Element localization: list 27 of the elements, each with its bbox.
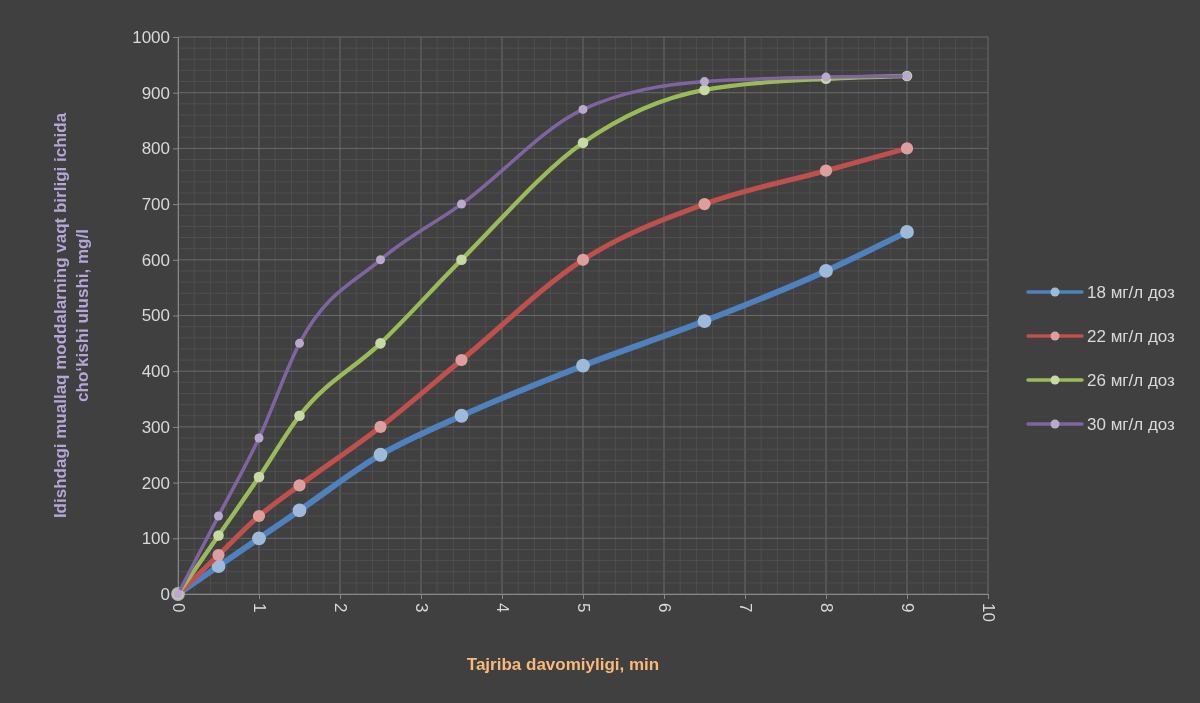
x-tick-label: 3 (411, 603, 431, 613)
y-tick-label: 700 (141, 195, 170, 215)
x-tick-label: 9 (897, 603, 917, 613)
legend-label: 30 мг/л доз (1087, 414, 1176, 434)
y-tick-label: 1000 (132, 27, 170, 47)
y-axis-title: Idishdagi muallaq moddalarning vaqt birligi ichida cho‘kishi ulushi, mg/l (51, 112, 93, 519)
y-tick-label: 100 (141, 529, 170, 549)
x-axis-title: Tajriba davomiyligi, min (466, 655, 660, 674)
x-tick-label: 10 (978, 603, 998, 622)
x-tick-label: 0 (168, 603, 188, 613)
x-tick-label: 5 (573, 603, 593, 613)
legend-label: 18 мг/л доз (1087, 282, 1176, 302)
y-tick-label: 500 (141, 306, 170, 326)
x-tick-label: 2 (330, 603, 350, 613)
y-tick-label: 600 (141, 250, 170, 270)
legend-label: 26 мг/л доз (1087, 370, 1176, 390)
y-tick-label: 400 (141, 362, 170, 382)
x-tick-label: 4 (492, 603, 512, 613)
y-tick-label: 200 (141, 473, 170, 493)
y-tick-label: 800 (141, 139, 170, 159)
x-tick-label: 1 (249, 603, 269, 613)
legend-label: 22 мг/л доз (1087, 326, 1176, 346)
x-tick-label: 8 (816, 603, 836, 613)
x-tick-label: 6 (654, 603, 674, 613)
x-tick-label: 7 (735, 603, 755, 613)
y-tick-label: 300 (141, 417, 170, 437)
y-tick-label: 900 (141, 83, 170, 103)
